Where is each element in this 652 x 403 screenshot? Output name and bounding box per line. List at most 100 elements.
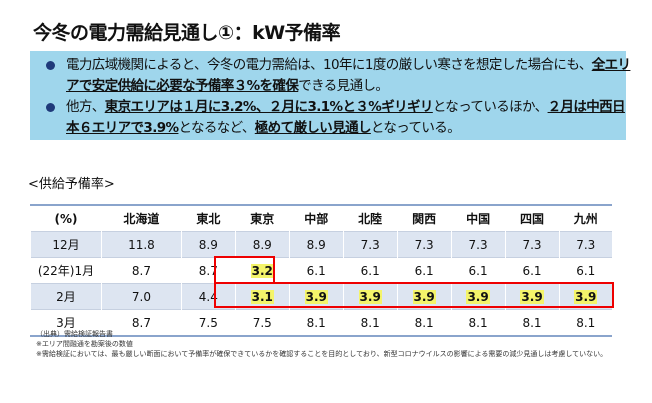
table-row: 3月 8.7 7.5 7.5 8.1 8.1 8.1 8.1 8.1 8.1 [30,309,612,336]
footnotes: （出典）需給検証報告書 ※エリア間融通を勘案後の数値 ※需給検証においては、最も… [36,329,607,359]
table-cell: 6.1 [396,257,452,284]
value: 6.1 [522,263,542,278]
table-cell: 8.9 [234,231,290,258]
text: できる見通し。 [298,78,389,94]
page-title: 今冬の電力需給見通し①：kW予備率 [33,22,341,44]
table-cell: 8.1 [396,309,452,336]
table-cell: 7.3 [558,231,612,258]
text: 電力広域機関によると、今冬の電力需給は、10年に1度の厳しい寒さを想定した場合に… [66,57,592,73]
value: 8.9 [198,237,218,252]
table-cell: 6.1 [450,257,506,284]
text: となるなど、 [178,120,255,136]
table-cell: 6.1 [504,257,560,284]
value: 8.1 [576,315,596,330]
table-cell: 3.9 [396,283,452,310]
table-cell: 6.1 [558,257,612,284]
value: 4.4 [198,289,218,304]
table-cell: 7.5 [234,309,290,336]
table-cell: 8.1 [342,309,398,336]
value: 8.1 [360,315,380,330]
emphasis: 全エリアで安定供給に必要な予備率３%を確保 [66,57,631,94]
table-cell: 7.3 [396,231,452,258]
table-cell: 3.9 [450,283,506,310]
highlight-box-tokyo-jan [214,256,275,284]
value: 7.5 [252,315,272,330]
column-header: 東北 [180,205,236,232]
highlighted-value: 3.1 [250,289,274,304]
value: 6.1 [468,263,488,278]
table-cell: 4.4 [180,283,236,310]
footnote: ※エリア間融通を勘案後の数値 [36,340,133,348]
table-cell: 3.1 [234,283,290,310]
table-cell: 3.2 [234,257,290,284]
value: 6.1 [306,263,326,278]
value: 6.1 [576,263,596,278]
row-label: 12月 [30,231,102,258]
table-row: 12月 11.8 8.9 8.9 8.9 7.3 7.3 7.3 7.3 7.3 [30,231,612,258]
value: 8.1 [522,315,542,330]
value: 8.7 [198,263,218,278]
value: 8.7 [131,263,151,278]
table-cell: 3.9 [504,283,560,310]
text: 他方、 [66,99,105,115]
table-cell: 3.9 [342,283,398,310]
value: 6.1 [414,263,434,278]
highlighted-value: 3.9 [466,289,490,304]
source-note: （出典）需給検証報告書 [36,330,113,338]
table-cell: 7.3 [450,231,506,258]
table-cell: 3.9 [558,283,612,310]
table-cell: 8.1 [450,309,506,336]
footnote: ※需給検証においては、最も厳しい断面において予備率が確保できているかを確認するこ… [36,350,608,358]
row-label: 2月 [30,283,102,310]
table-cell: 3.9 [288,283,344,310]
column-header: 関西 [396,205,452,232]
table-cell: 8.9 [180,231,236,258]
value: 11.8 [128,237,155,252]
value: 8.1 [414,315,434,330]
table-cell: 8.7 [101,257,182,284]
value: 7.3 [468,237,488,252]
column-header: 北陸 [342,205,398,232]
highlight-box-feb [214,282,614,308]
table-cell: 11.8 [101,231,182,258]
column-header: 中国 [450,205,506,232]
value: 8.7 [131,315,151,330]
table-cell: 7.5 [180,309,236,336]
table-row: (22年)1月 8.7 8.7 3.2 6.1 6.1 6.1 6.1 6.1 6.1 [30,257,612,284]
highlighted-value: 3.2 [250,263,274,278]
value: 8.1 [468,315,488,330]
table-cell: 7.3 [342,231,398,258]
table-cell: 8.7 [180,257,236,284]
table-cell: 8.7 [101,309,182,336]
value: 6.1 [360,263,380,278]
table-cell: 8.1 [288,309,344,336]
value: 7.0 [131,289,151,304]
table-cell: 8.1 [504,309,560,336]
value: 7.3 [360,237,380,252]
table-cell: 6.1 [288,257,344,284]
table-cell: 8.1 [558,309,612,336]
summary-bullet-2: 他方、東京エリアは１月に3.2%、２月に3.1%と３%ギリギリとなっているほか、… [42,97,631,139]
table-header-row: (%) 北海道 東北 東京 中部 北陸 関西 中国 四国 九州 [30,205,612,232]
table-cell: 7.3 [504,231,560,258]
highlighted-value: 3.9 [304,289,328,304]
table-cell: 7.0 [101,283,182,310]
summary-box: 電力広域機関によると、今冬の電力需給は、10年に1度の厳しい寒さを想定した場合に… [30,51,631,140]
column-header: 中部 [288,205,344,232]
row-label: (22年)1月 [30,257,102,284]
column-header: 九州 [558,205,612,232]
column-header: 北海道 [101,205,182,232]
value: 8.9 [252,237,272,252]
value: 7.3 [522,237,542,252]
value: 7.3 [414,237,434,252]
row-label: 3月 [30,309,102,336]
value: 7.3 [576,237,596,252]
highlighted-value: 3.9 [412,289,436,304]
emphasis: 極めて厳しい見通し [254,120,372,136]
column-header: 四国 [504,205,560,232]
column-header: 東京 [234,205,290,232]
bullet-dot-icon [46,103,55,112]
highlighted-value: 3.9 [358,289,382,304]
highlighted-value: 3.9 [520,289,544,304]
emphasis: 東京エリアは１月に3.2%、２月に3.1%と３%ギリギリ [104,99,434,115]
